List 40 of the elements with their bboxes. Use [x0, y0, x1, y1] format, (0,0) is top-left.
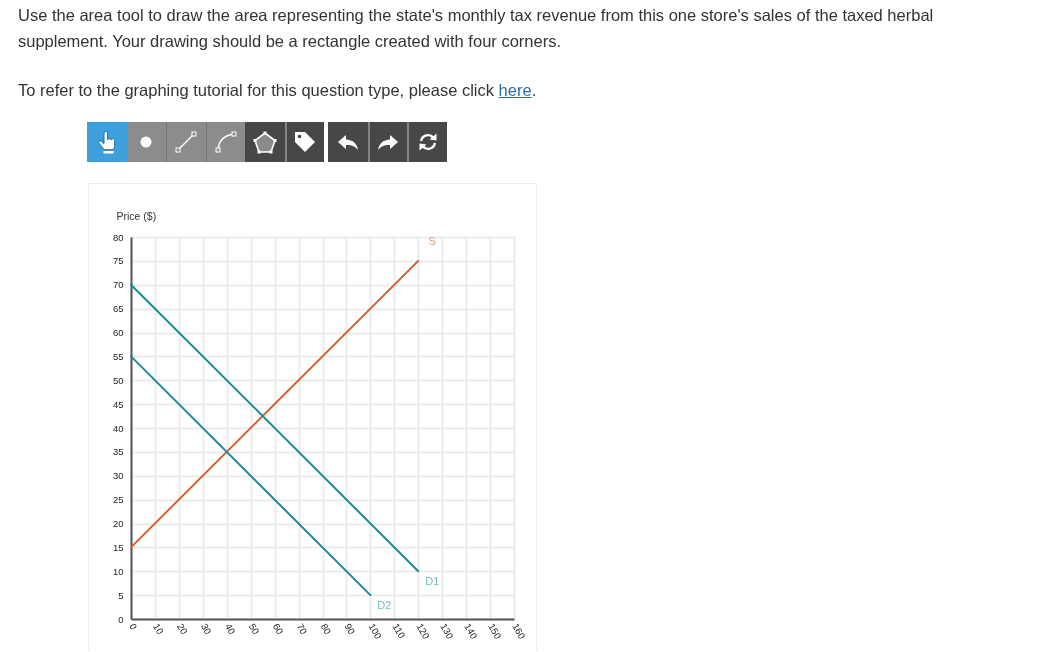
x-tick-label: 130 [438, 621, 456, 641]
x-tick-label: 30 [198, 621, 214, 637]
y-axis-title: Price ($) [116, 209, 157, 222]
x-tick-label: 40 [222, 621, 238, 637]
x-tick-label: 20 [175, 621, 190, 637]
x-tick-label: 140 [462, 621, 480, 641]
x-tick-label: 160 [510, 621, 528, 641]
y-tick-label: 70 [112, 279, 124, 291]
x-tick-label: 80 [318, 621, 334, 637]
y-tick-label: 15 [112, 541, 124, 553]
series-label: D2 [377, 599, 392, 612]
y-tick-label: 40 [112, 422, 124, 434]
series-label: D1 [425, 575, 440, 588]
series-label: S [428, 234, 436, 247]
y-tick-label: 5 [118, 589, 124, 601]
y-tick-label: 60 [112, 327, 124, 338]
x-tick-label: 50 [246, 621, 262, 637]
x-tick-label: 150 [486, 621, 504, 641]
chart-title: Use the area tool to draw the area representing the state's monthly tax revenue from this one store's sales of the taxed herbal supplement. Your drawing should be a rectangle created with four corners. [18, 5, 935, 52]
chart-subtitle: To refer to the graphing tutorial for this question type, please click here. [18, 80, 537, 101]
x-tick-label: 90 [342, 621, 358, 637]
x-tick-label: 110 [390, 621, 408, 641]
y-tick-label: 25 [112, 494, 124, 506]
y-tick-label: 80 [112, 231, 124, 243]
y-tick-label: 65 [112, 303, 124, 315]
y-tick-label: 50 [112, 374, 124, 386]
y-tick-label: 0 [118, 613, 124, 625]
y-tick-label: 45 [112, 398, 124, 410]
y-tick-label: 30 [112, 470, 124, 482]
y-tick-label: 75 [112, 255, 124, 267]
x-tick-label: 100 [366, 621, 384, 641]
y-tick-label: 10 [112, 565, 124, 577]
y-tick-label: 35 [112, 446, 124, 458]
x-tick-label: 0 [127, 621, 140, 632]
x-tick-label: 10 [151, 621, 166, 637]
y-tick-label: 20 [112, 518, 124, 529]
x-tick-label: 120 [414, 621, 432, 641]
x-tick-label: 60 [270, 621, 286, 637]
y-tick-label: 55 [112, 350, 124, 362]
x-tick-label: 70 [294, 621, 310, 637]
